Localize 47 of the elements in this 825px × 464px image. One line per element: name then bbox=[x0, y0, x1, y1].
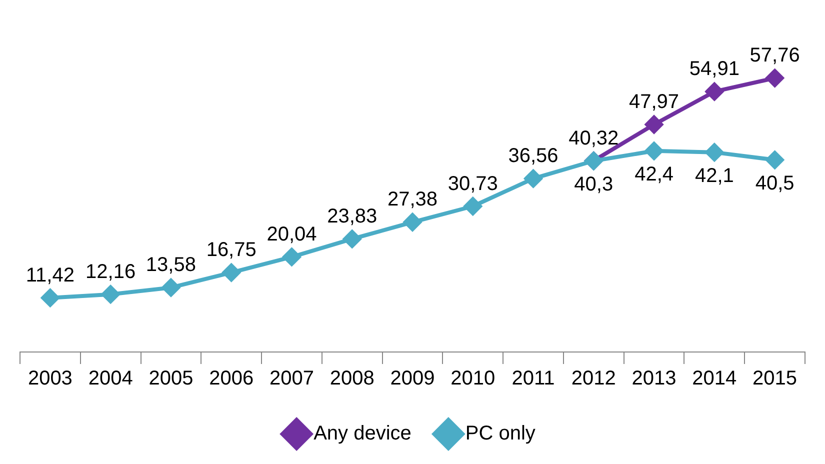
data-label: 11,42 bbox=[26, 264, 74, 286]
data-label: 47,97 bbox=[629, 91, 680, 113]
data-label: 12,16 bbox=[86, 260, 136, 283]
point bbox=[705, 143, 724, 162]
point bbox=[41, 288, 60, 307]
x-tick-label: 2003 bbox=[28, 368, 72, 390]
point bbox=[282, 248, 301, 266]
data-label: 54,91 bbox=[689, 58, 740, 80]
x-tick-label: 2005 bbox=[148, 368, 194, 390]
data-label: 40,5 bbox=[755, 172, 794, 194]
legend-label: Any device bbox=[314, 422, 412, 445]
point bbox=[343, 230, 362, 248]
legend-label: PC only bbox=[465, 422, 536, 445]
x-tick-label: 2008 bbox=[330, 368, 374, 390]
point bbox=[524, 170, 542, 188]
point bbox=[645, 142, 664, 160]
data-label: 40,32 bbox=[568, 127, 619, 150]
data-label: 20,04 bbox=[266, 223, 317, 246]
point bbox=[766, 69, 784, 88]
point bbox=[705, 82, 724, 101]
point bbox=[102, 285, 120, 304]
x-tick-label: 2006 bbox=[209, 368, 254, 390]
data-label: 42,1 bbox=[694, 164, 734, 187]
point bbox=[464, 197, 482, 216]
x-tick-label: 2013 bbox=[632, 368, 676, 390]
data-label: 23,83 bbox=[327, 205, 378, 228]
point bbox=[162, 278, 180, 297]
data-label: 16,75 bbox=[206, 239, 256, 262]
data-label: 57,76 bbox=[750, 44, 800, 67]
x-tick-label: 2012 bbox=[571, 368, 616, 390]
point bbox=[404, 213, 422, 232]
data-label: 36,56 bbox=[508, 145, 558, 168]
x-tick-label: 2015 bbox=[752, 368, 798, 390]
x-tick-label: 2009 bbox=[390, 368, 435, 390]
x-tick-label: 2011 bbox=[512, 368, 555, 390]
data-label: 27,38 bbox=[387, 188, 438, 211]
x-tick-label: 2004 bbox=[88, 368, 133, 390]
data-label: 42,4 bbox=[634, 163, 674, 186]
data-label: 13,58 bbox=[146, 254, 196, 276]
x-tick-label: 2007 bbox=[269, 368, 314, 390]
point bbox=[645, 115, 664, 134]
x-tick-label: 2014 bbox=[692, 368, 737, 390]
data-label: 30,73 bbox=[448, 172, 498, 195]
point bbox=[766, 150, 784, 169]
x-tick-label: 2010 bbox=[450, 368, 496, 390]
point bbox=[222, 264, 240, 282]
data-label: 40,3 bbox=[574, 173, 614, 196]
